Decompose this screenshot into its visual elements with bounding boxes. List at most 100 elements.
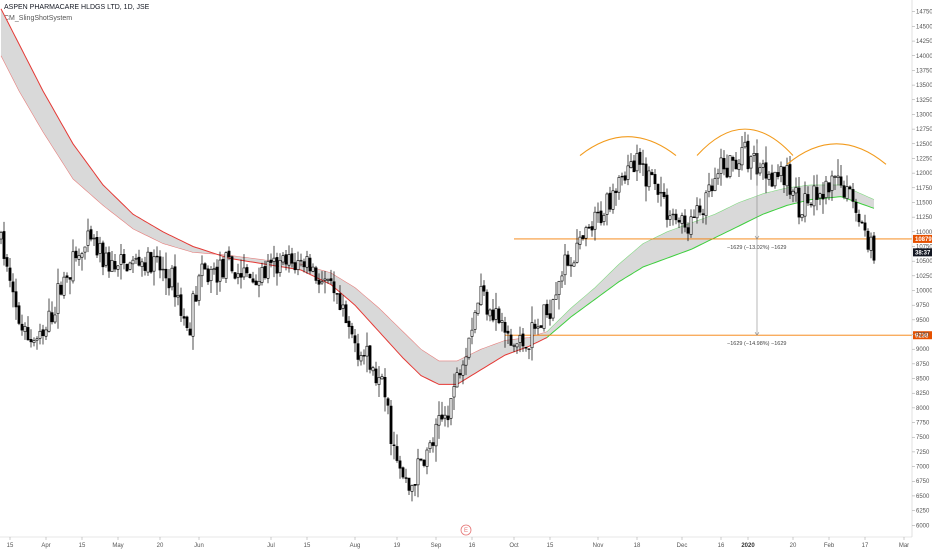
- price-axis[interactable]: 6000 6250 6500 6750 7000 7250 7500 7750 8000 8250…: [911, 0, 932, 537]
- candle-body: [404, 477, 408, 479]
- candle-body: [269, 259, 273, 263]
- candle: [218, 251, 222, 292]
- pattern-arc-0: [579, 136, 677, 156]
- candle-body: [257, 281, 261, 286]
- candle: [215, 259, 219, 296]
- candle: [866, 228, 870, 253]
- time-axis[interactable]: 15 Apr 15 May 20 Jun Jul 15 Aug 19 Sep 16 Oct 15 Nov 18…: [0, 536, 912, 549]
- candle-body: [791, 190, 795, 196]
- candle-body: [50, 312, 54, 323]
- candle: [65, 272, 69, 283]
- candle: [14, 278, 18, 320]
- candle-body: [701, 213, 705, 216]
- candle-body: [389, 405, 393, 444]
- candle: [629, 153, 633, 169]
- candle: [542, 304, 546, 332]
- candle: [566, 250, 570, 267]
- candle-body: [368, 345, 372, 370]
- candle: [221, 256, 225, 280]
- candle: [347, 316, 351, 339]
- candle: [842, 180, 846, 200]
- candle: [767, 171, 771, 186]
- candle: [320, 271, 324, 285]
- price-tick-label: 13250: [916, 98, 932, 104]
- candle: [56, 268, 60, 329]
- candle-body: [698, 205, 702, 213]
- candle-body: [122, 254, 126, 264]
- candle: [572, 260, 576, 267]
- candle-body: [497, 308, 501, 324]
- candle-body: [527, 348, 531, 350]
- candle: [107, 246, 111, 278]
- candle-body: [854, 201, 858, 213]
- candle: [746, 134, 750, 173]
- candle: [95, 231, 99, 258]
- candle-body: [803, 193, 807, 217]
- candle-body: [422, 459, 426, 466]
- candle: [281, 252, 285, 266]
- candle: [596, 202, 600, 223]
- candle-body: [833, 176, 837, 178]
- time-tick-label: 15: [79, 543, 86, 549]
- candle: [260, 262, 264, 286]
- candle: [863, 214, 867, 237]
- candle-body: [227, 250, 231, 258]
- price-tick-label: 9750: [916, 303, 930, 309]
- candle: [392, 431, 396, 460]
- time-tick-label: 15: [7, 543, 14, 549]
- candle: [725, 154, 729, 179]
- candle-body: [137, 256, 141, 266]
- candle: [554, 281, 558, 300]
- candle: [704, 190, 708, 225]
- candle: [506, 325, 510, 345]
- candle-body: [725, 167, 729, 178]
- candle: [623, 171, 627, 184]
- candle-body: [347, 320, 351, 327]
- candle-body: [116, 265, 120, 270]
- candle-body: [185, 316, 189, 329]
- candle-body: [716, 173, 720, 179]
- candle-body: [272, 257, 276, 262]
- candle-body: [452, 386, 456, 398]
- candle: [86, 218, 90, 253]
- time-tick-label: 18: [634, 543, 641, 549]
- candle: [851, 182, 855, 209]
- candle: [716, 168, 720, 185]
- candle-body: [338, 293, 342, 310]
- price-tick-label: 12500: [916, 142, 932, 148]
- candle-body: [71, 251, 75, 282]
- candle: [209, 266, 213, 294]
- candle-body: [866, 230, 870, 250]
- candle-body: [629, 161, 633, 168]
- candle-body: [386, 398, 390, 406]
- candle: [446, 405, 450, 428]
- candle: [539, 325, 543, 329]
- time-tick-label: Apr: [41, 543, 50, 549]
- candle: [425, 447, 429, 475]
- candle: [110, 250, 114, 273]
- candle: [551, 298, 555, 322]
- candle-body: [173, 266, 177, 298]
- candle: [605, 192, 609, 226]
- candle-body: [158, 256, 162, 271]
- candle-body: [845, 186, 849, 199]
- candle: [872, 231, 876, 264]
- candle-body: [659, 191, 663, 194]
- candle: [635, 144, 639, 181]
- candle-body: [107, 252, 111, 272]
- candle: [5, 254, 9, 272]
- candle: [560, 271, 564, 289]
- candle: [812, 175, 816, 216]
- candle-body: [308, 257, 312, 272]
- candle: [656, 183, 660, 203]
- candle: [134, 253, 138, 264]
- candle: [776, 164, 780, 180]
- pattern-arc-1: [696, 128, 794, 156]
- candle-body: [65, 275, 69, 278]
- candle: [512, 343, 516, 353]
- indicator-label[interactable]: CM_SlingShotSystem: [4, 15, 73, 22]
- candle-body: [98, 243, 102, 254]
- candle: [779, 161, 783, 183]
- candle-body: [683, 215, 687, 228]
